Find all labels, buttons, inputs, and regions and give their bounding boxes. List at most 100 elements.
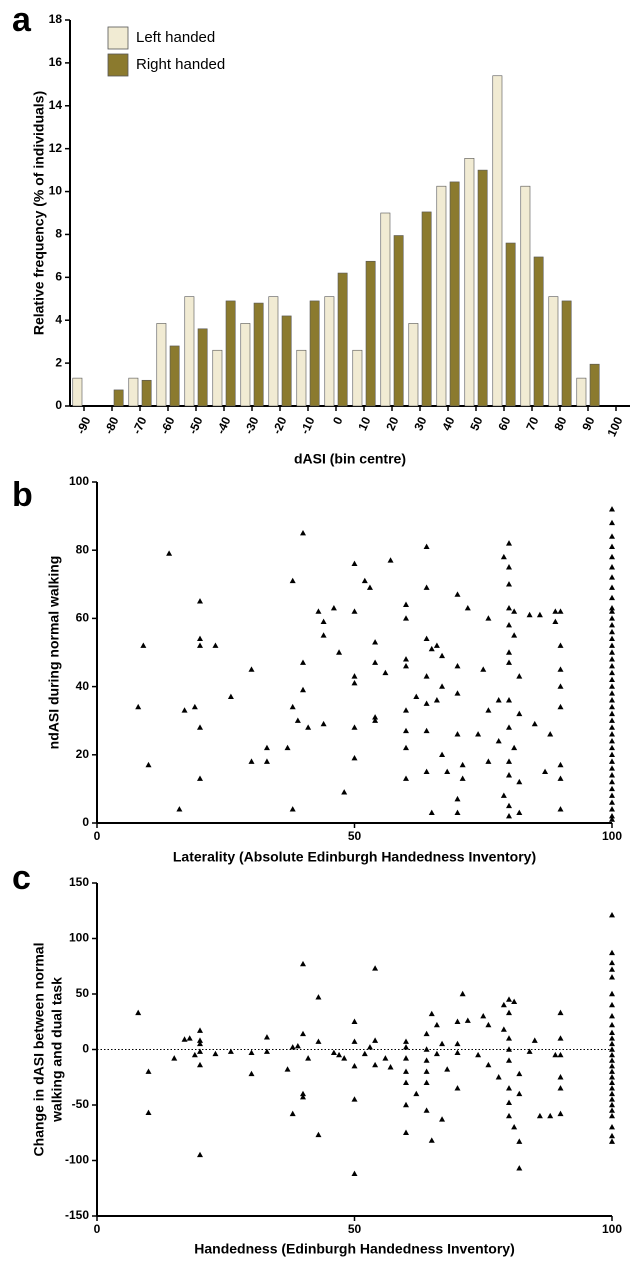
point bbox=[485, 758, 492, 764]
point bbox=[506, 724, 512, 730]
point bbox=[423, 768, 430, 775]
x-tick-label: 80 bbox=[551, 414, 569, 432]
point bbox=[516, 1070, 523, 1077]
point bbox=[536, 611, 543, 618]
point bbox=[506, 1057, 512, 1063]
bar bbox=[309, 300, 320, 407]
point bbox=[423, 1057, 430, 1063]
point bbox=[506, 1046, 512, 1052]
point bbox=[506, 1112, 512, 1119]
point bbox=[197, 1027, 203, 1033]
point bbox=[382, 669, 389, 676]
point bbox=[609, 792, 615, 798]
point bbox=[506, 802, 512, 809]
point bbox=[248, 666, 255, 672]
point bbox=[609, 604, 615, 611]
bar bbox=[212, 349, 223, 407]
y-tick-label: 6 bbox=[55, 270, 62, 284]
y-tick-label: 0 bbox=[82, 1042, 89, 1056]
point bbox=[227, 693, 234, 700]
point bbox=[186, 1035, 193, 1041]
bar bbox=[268, 296, 279, 407]
point bbox=[444, 1066, 451, 1072]
point bbox=[557, 642, 564, 648]
point bbox=[500, 1026, 507, 1032]
point bbox=[609, 690, 615, 696]
point bbox=[330, 1049, 337, 1056]
point bbox=[609, 1046, 615, 1052]
point bbox=[315, 1131, 322, 1138]
y-tick-label: 20 bbox=[76, 747, 90, 761]
bar bbox=[505, 242, 516, 407]
point bbox=[197, 598, 203, 604]
point bbox=[197, 1151, 203, 1158]
point bbox=[305, 1055, 312, 1061]
point bbox=[609, 676, 615, 682]
point bbox=[557, 1110, 564, 1117]
point bbox=[433, 642, 440, 648]
y-axis-title: walking and dual task bbox=[49, 977, 65, 1123]
point bbox=[609, 594, 615, 601]
point bbox=[320, 618, 327, 625]
bar bbox=[296, 349, 307, 407]
bar bbox=[281, 315, 292, 407]
point bbox=[609, 574, 615, 580]
panel-label: b bbox=[12, 476, 33, 514]
bar bbox=[184, 296, 195, 407]
point bbox=[506, 996, 512, 1002]
panel-label: a bbox=[12, 1, 32, 39]
x-tick-label: 0 bbox=[330, 414, 346, 426]
point bbox=[547, 731, 554, 737]
point bbox=[609, 1079, 615, 1085]
legend-swatch bbox=[107, 53, 129, 77]
point bbox=[413, 693, 420, 700]
point bbox=[428, 809, 435, 815]
point bbox=[609, 1112, 615, 1119]
bar bbox=[408, 323, 419, 407]
point bbox=[500, 792, 507, 798]
point bbox=[403, 1079, 409, 1085]
y-tick-label: 0 bbox=[82, 815, 89, 829]
x-axis-title: Handedness (Edinburgh Handedness Invento… bbox=[194, 1241, 515, 1257]
y-tick-label: 40 bbox=[76, 679, 90, 693]
point bbox=[197, 1061, 203, 1068]
bar bbox=[141, 379, 152, 407]
point bbox=[609, 772, 615, 778]
x-tick-label: 0 bbox=[94, 1222, 101, 1236]
point bbox=[454, 690, 461, 696]
point bbox=[506, 758, 512, 764]
y-tick-label: -100 bbox=[65, 1153, 89, 1167]
point bbox=[506, 1085, 512, 1091]
x-tick-label: 30 bbox=[411, 414, 429, 432]
bar bbox=[561, 300, 572, 407]
point bbox=[454, 795, 461, 802]
point bbox=[263, 1034, 270, 1040]
bar bbox=[197, 328, 208, 407]
point bbox=[609, 506, 615, 512]
x-tick-label: 50 bbox=[348, 1222, 362, 1236]
point bbox=[403, 662, 409, 669]
point bbox=[557, 761, 564, 768]
x-tick-label: 50 bbox=[467, 414, 485, 432]
point bbox=[609, 519, 615, 526]
point bbox=[609, 622, 615, 628]
y-tick-label: 14 bbox=[49, 98, 63, 112]
point bbox=[609, 628, 615, 635]
point bbox=[536, 1112, 543, 1119]
point bbox=[315, 608, 322, 614]
point bbox=[609, 1051, 615, 1058]
point bbox=[197, 1037, 203, 1043]
point bbox=[439, 652, 446, 659]
point bbox=[423, 1079, 430, 1085]
point bbox=[454, 1018, 461, 1024]
x-tick-label: -20 bbox=[270, 414, 290, 436]
y-tick-label: -50 bbox=[72, 1097, 90, 1111]
point bbox=[423, 1030, 430, 1037]
point bbox=[212, 1050, 219, 1057]
point bbox=[413, 1090, 420, 1097]
point bbox=[423, 673, 430, 679]
point bbox=[609, 731, 615, 737]
x-tick-label: 100 bbox=[604, 414, 625, 438]
x-tick-label: 100 bbox=[602, 829, 622, 843]
point bbox=[227, 1048, 234, 1054]
